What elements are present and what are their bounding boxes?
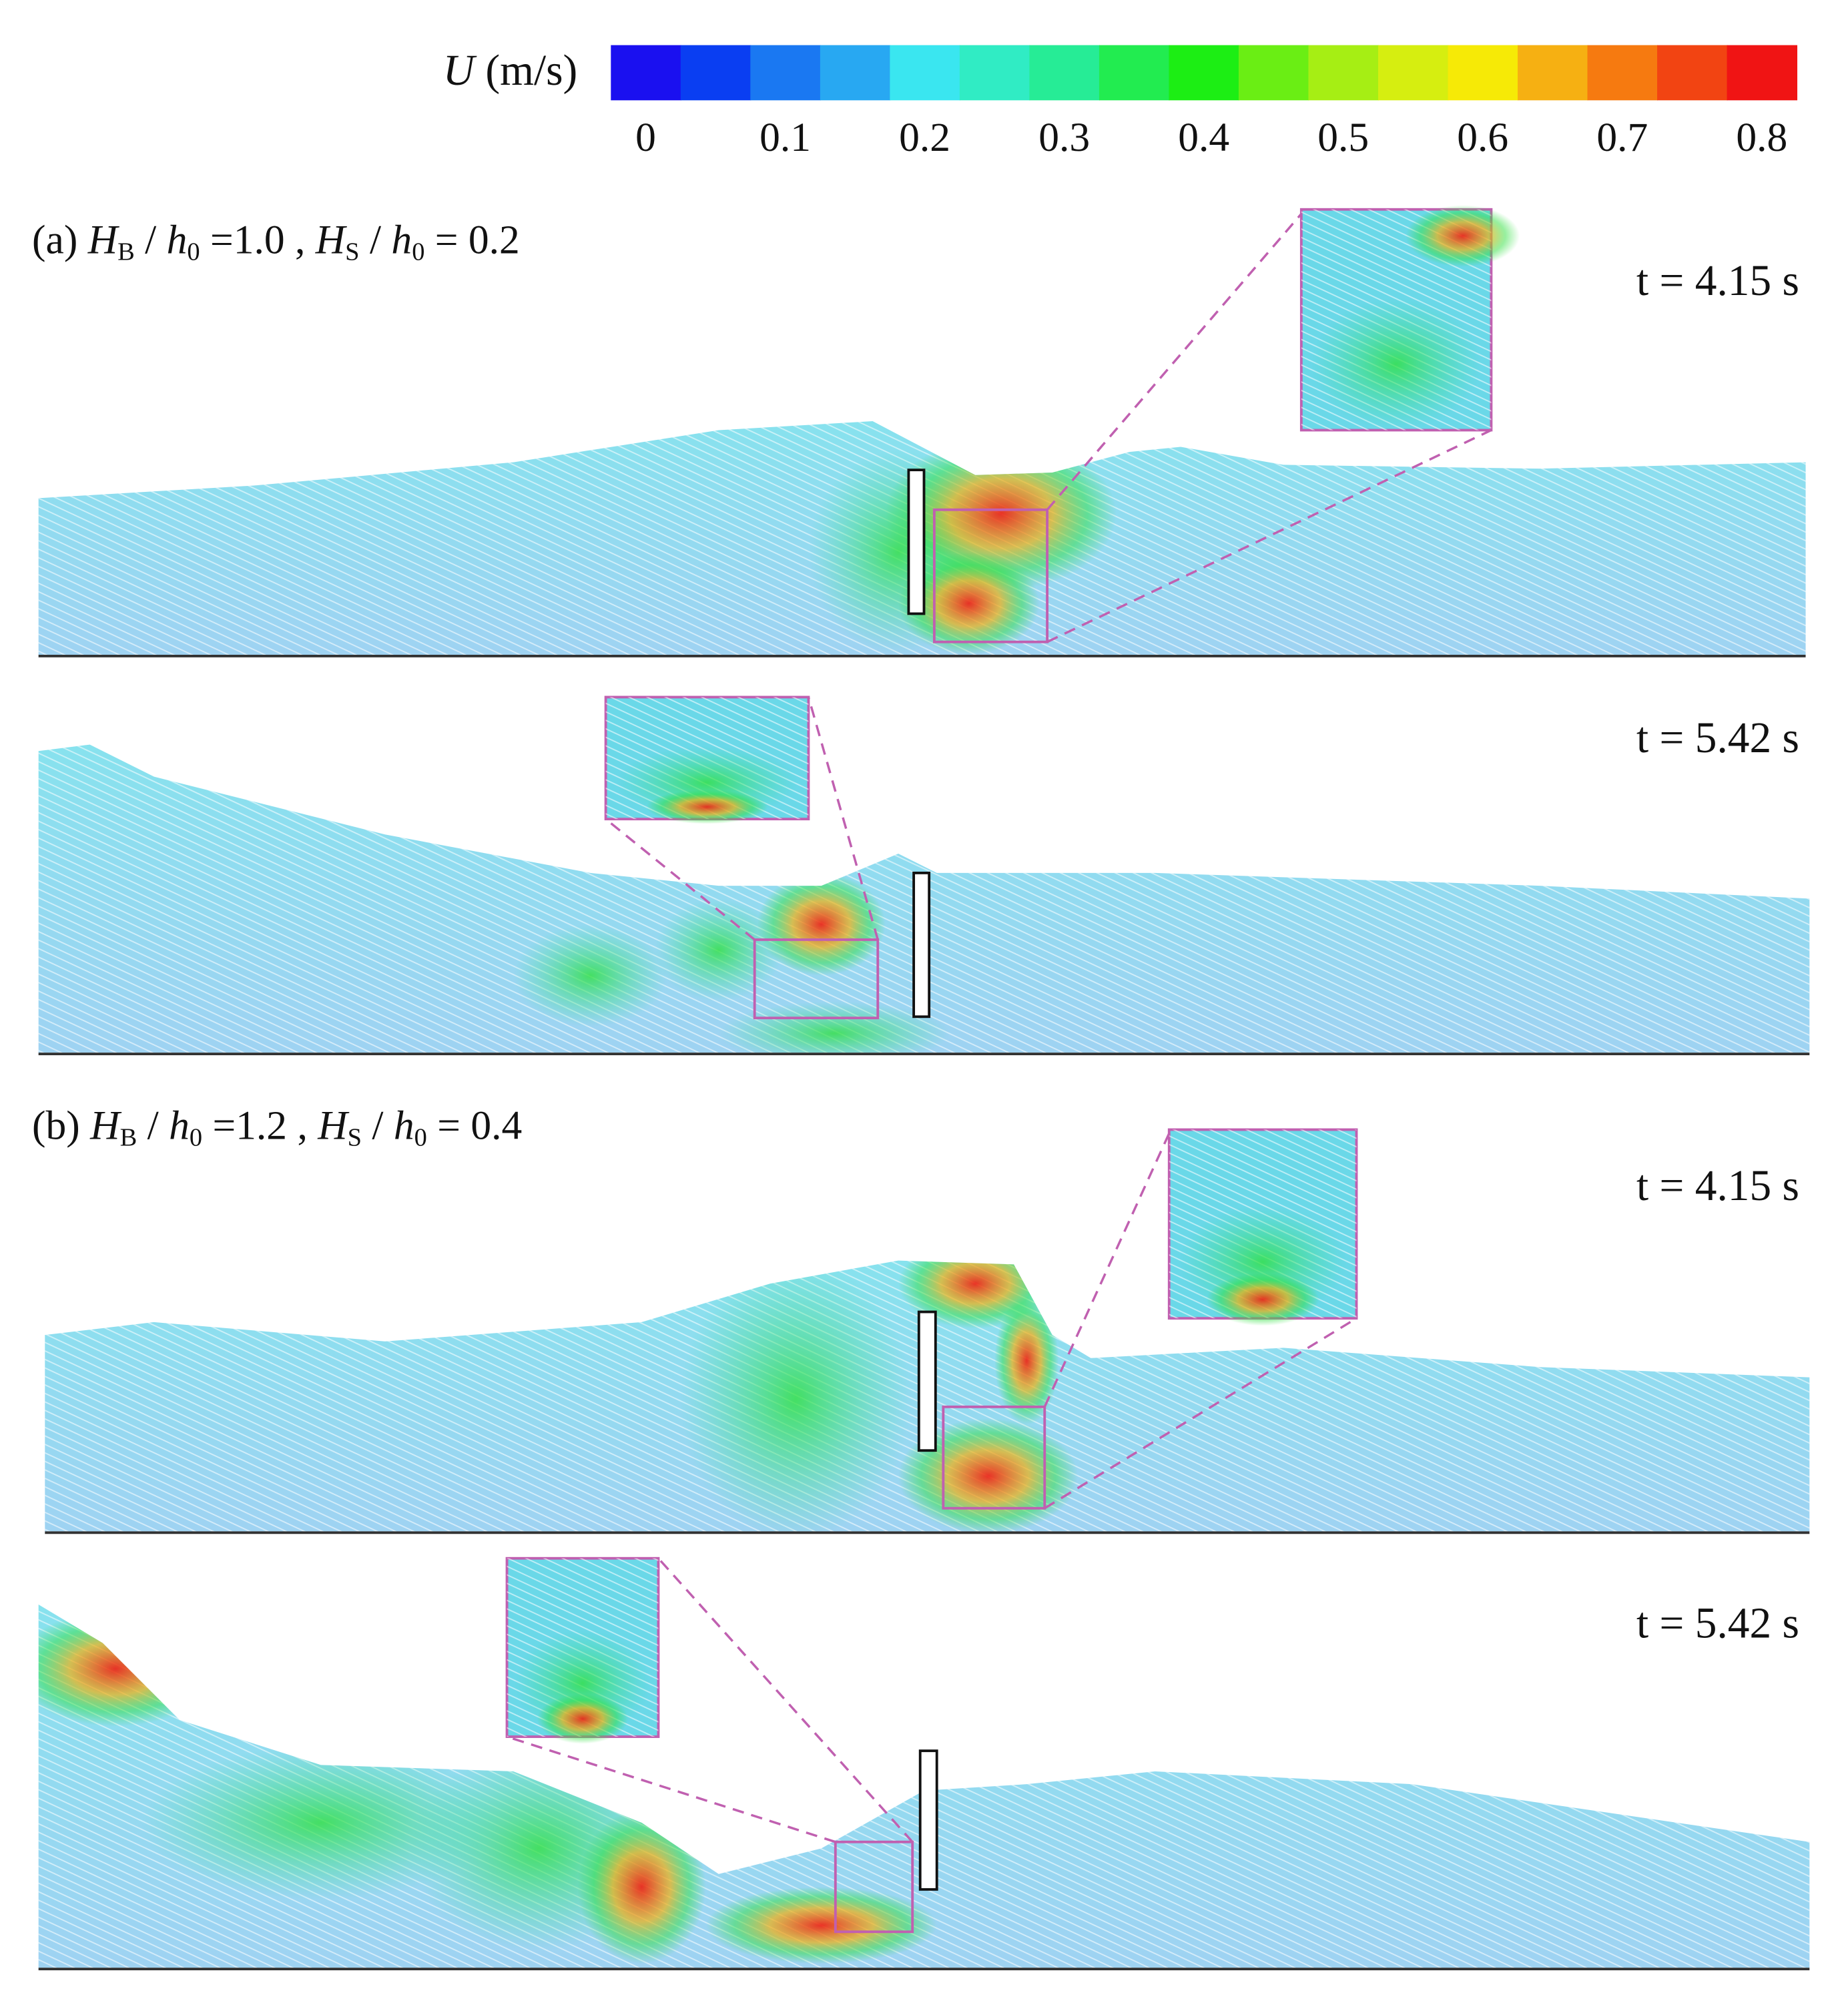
zoom-connector <box>657 1557 914 1843</box>
case-label-part: B <box>117 238 135 266</box>
moderate-velocity <box>680 1260 912 1532</box>
colorbar-segment <box>1099 45 1170 101</box>
high-velocity <box>38 1611 218 1727</box>
colorbar-segment <box>1727 45 1798 101</box>
colorbar-segment <box>611 45 681 101</box>
case-label-part: S <box>348 1124 362 1152</box>
zoom-jet <box>1406 205 1520 267</box>
high-velocity <box>757 872 886 976</box>
zoom-jet <box>646 790 768 824</box>
zoom-region <box>753 938 880 1020</box>
zoom-jet <box>1206 1273 1319 1326</box>
case-label-part: h <box>169 1103 190 1149</box>
case-label-part: H <box>89 1103 122 1149</box>
time-label: t = 4.15 s <box>1636 1162 1799 1210</box>
high-velocity <box>705 1887 937 1964</box>
breakwater-plate <box>918 1749 938 1891</box>
case-label-part: 0 <box>414 1124 427 1152</box>
case-label-part: B <box>120 1124 137 1152</box>
colorbar-label-part: (m/s) <box>475 47 577 95</box>
colorbar-tick-label: 0.3 <box>1038 115 1090 160</box>
case-label: (b) HB / h0 =1.2 , HS / h0 = 0.4 <box>32 1103 522 1152</box>
case-label-part: H <box>87 218 120 263</box>
case-label-part: = 0.4 <box>427 1103 522 1149</box>
moderate-velocity <box>513 924 667 1027</box>
moderate-velocity <box>654 898 783 1002</box>
case-label-part: 0 <box>412 238 424 266</box>
colorbar-segment <box>1029 45 1100 101</box>
case-label-part: / <box>135 218 167 263</box>
colorbar-segment <box>750 45 821 101</box>
colorbar-tick-label: 0.1 <box>759 115 811 160</box>
colorbar-tick-label: 0.5 <box>1317 115 1369 160</box>
high-velocity <box>885 437 1117 591</box>
moderate-velocity <box>141 1745 501 1900</box>
breakwater-plate <box>912 871 931 1019</box>
zoom-jet <box>537 1693 629 1744</box>
colorbar-segment <box>1587 45 1658 101</box>
case-label-part: / <box>362 1103 394 1149</box>
breakwater-plate <box>917 1310 937 1452</box>
case-label-part: h <box>391 218 412 263</box>
case-label-part: (b) <box>32 1103 90 1149</box>
zoom-connector <box>605 818 755 941</box>
colorbar-tick-label: 0.8 <box>1736 115 1787 160</box>
time-label: t = 5.42 s <box>1636 714 1799 762</box>
colorbar-segment <box>1377 45 1449 101</box>
colorbar-tick-label: 0 <box>635 115 656 160</box>
time-label: t = 5.42 s <box>1636 1600 1799 1648</box>
colorbar-segment <box>1308 45 1379 101</box>
case-label-part: 0 <box>190 1124 202 1152</box>
case-label-part: h <box>167 218 188 263</box>
zoom-connector <box>1043 1133 1171 1408</box>
case-label-part: =1.2 , <box>202 1103 318 1149</box>
colorbar-tick-label: 0.7 <box>1596 115 1648 160</box>
case-label-part: S <box>345 238 359 266</box>
case-label-part: / <box>137 1103 169 1149</box>
case-label-part: / <box>360 218 392 263</box>
colorbar-segment <box>890 45 960 101</box>
colorbar-tick-label: 0.2 <box>899 115 950 160</box>
zoom-region <box>942 1405 1046 1510</box>
colorbar-segment <box>1169 45 1239 101</box>
colorbar-segment <box>1238 45 1309 101</box>
case-label-part: (a) <box>32 218 88 263</box>
zoom-connector <box>807 696 879 940</box>
breakwater-plate <box>907 469 926 615</box>
case-label-part: H <box>317 1103 350 1149</box>
colorbar-segment <box>1657 45 1728 101</box>
colorbar-segment <box>820 45 891 101</box>
colorbar-tick-label: 0.6 <box>1457 115 1508 160</box>
time-label: t = 4.15 s <box>1636 257 1799 305</box>
case-label-part: =1.0 , <box>200 218 316 263</box>
high-velocity <box>577 1809 706 1964</box>
zoom-region <box>834 1840 914 1934</box>
case-label-part: H <box>315 218 348 263</box>
zoom-connector <box>1046 428 1492 643</box>
colorbar-label: U (m/s) <box>443 47 578 95</box>
colorbar-segment <box>680 45 751 101</box>
case-label-part: 0 <box>187 238 200 266</box>
colorbar-segment <box>1518 45 1588 101</box>
colorbar-segment <box>959 45 1030 101</box>
colorbar-label-part: U <box>443 47 477 95</box>
case-label-part: h <box>394 1103 414 1149</box>
zoom-connector <box>1046 213 1303 511</box>
case-label: (a) HB / h0 =1.0 , HS / h0 = 0.2 <box>32 218 520 266</box>
case-label-part: = 0.2 <box>424 218 519 263</box>
high-velocity <box>994 1296 1059 1425</box>
zoom-connector <box>1044 1317 1357 1510</box>
colorbar-tick-label: 0.4 <box>1178 115 1229 160</box>
colorbar-segment <box>1448 45 1518 101</box>
zoom-vortex <box>1311 298 1482 431</box>
zoom-region <box>932 508 1049 643</box>
